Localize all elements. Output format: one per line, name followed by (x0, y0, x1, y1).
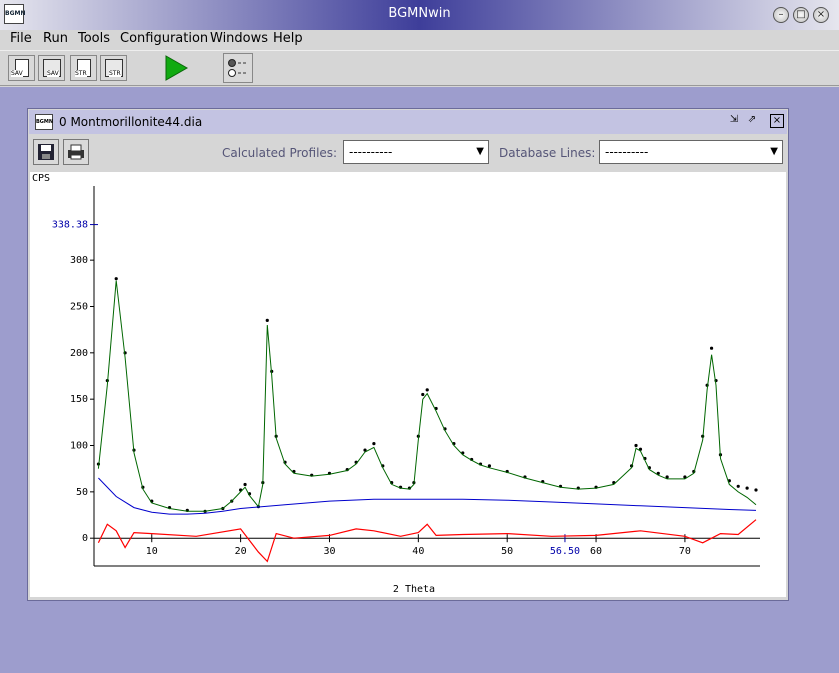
calculated-profiles-value: ---------- (349, 145, 393, 159)
radio-options-icon (228, 59, 248, 77)
menu-tools[interactable]: Tools (78, 31, 111, 46)
menu-windows[interactable]: Windows (210, 31, 269, 46)
title-bar: BGMN BGMNwin – □ × (0, 0, 839, 30)
run-button[interactable] (160, 53, 190, 83)
y-tick-label: 150 (70, 394, 88, 405)
document-title-bar[interactable]: BGMN 0 Montmorillonite44.dia ⇲ ⇗ × (29, 110, 787, 134)
main-toolbar: SAV SAV STR STR (0, 50, 839, 86)
calculated-profiles-label: Calculated Profiles: (222, 146, 338, 160)
options-button[interactable] (223, 53, 253, 83)
document-toolbar: Calculated Profiles: ---------- ▼ Databa… (29, 135, 787, 173)
measured-point (634, 443, 638, 448)
print-button[interactable] (63, 139, 89, 165)
measured-point (243, 482, 247, 487)
save-str-label: STR (75, 70, 87, 77)
y-tick-label: 250 (70, 301, 88, 312)
save-str-button[interactable]: STR (70, 55, 97, 81)
axes: 0 50 100 150 200 250 300 10 20 30 40 50 60 70 338.38 56… (52, 186, 760, 567)
measured-point (745, 486, 749, 490)
maximize-icon[interactable]: ⇗ (747, 114, 757, 125)
close-button[interactable]: × (813, 7, 829, 23)
printer-icon (68, 144, 84, 160)
chevron-down-icon: ▼ (476, 146, 484, 157)
floppy-disk-icon (38, 144, 54, 160)
cursor-x-readout: 56.50 (550, 546, 580, 557)
x-tick-label: 10 (146, 546, 158, 557)
save-sav-button[interactable]: SAV (8, 55, 35, 81)
chevron-down-icon: ▼ (770, 146, 778, 157)
y-tick-label: 50 (76, 487, 88, 498)
menu-file[interactable]: File (10, 31, 32, 46)
measured-point (487, 464, 492, 468)
measured-point (363, 448, 367, 452)
measured-point (425, 388, 429, 392)
open-str-button[interactable]: STR (100, 55, 127, 81)
menu-bar: File Run Tools Configuration Windows Hel… (0, 30, 839, 50)
calculated-profiles-select[interactable]: ---------- ▼ (343, 140, 489, 164)
y-tick-label: 300 (70, 255, 88, 266)
diffraction-plot[interactable]: CPS 2 Theta 0 50 100 150 200 250 300 10 20 30 40 50… (30, 172, 786, 597)
x-tick-label: 60 (590, 546, 602, 557)
series-difference (97, 519, 757, 563)
x-tick-label: 20 (235, 546, 247, 557)
measured-point (665, 475, 669, 479)
open-str-label: STR (109, 70, 121, 77)
database-lines-select[interactable]: ---------- ▼ (599, 140, 783, 164)
measured-point (114, 277, 118, 281)
minimize-icon[interactable]: ⇲ (729, 114, 739, 125)
save-sav-label: SAV (11, 70, 23, 77)
database-lines-label: Database Lines: (499, 146, 596, 160)
measured-point (421, 392, 425, 397)
chart-svg[interactable]: CPS 2 Theta 0 50 100 150 200 250 300 10 20 30 40 50… (30, 172, 786, 597)
maximize-button[interactable]: □ (793, 7, 809, 23)
x-tick-label: 70 (679, 546, 691, 557)
menu-help[interactable]: Help (273, 31, 303, 46)
measured-point (372, 442, 376, 446)
open-sav-label: SAV (47, 70, 59, 77)
measured-point (736, 484, 740, 488)
x-tick-label: 50 (501, 546, 513, 557)
measured-point (265, 318, 269, 322)
play-icon (165, 55, 189, 81)
app-icon: BGMN (4, 4, 26, 24)
series-group (96, 277, 758, 563)
open-sav-button[interactable]: SAV (38, 55, 65, 81)
y-tick-label: 0 (82, 533, 88, 544)
y-tick-label: 100 (70, 441, 88, 452)
menu-run[interactable]: Run (43, 31, 68, 46)
save-button[interactable] (33, 139, 59, 165)
series-background (98, 477, 757, 515)
y-tick-label: 200 (70, 348, 88, 359)
close-icon[interactable]: × (770, 114, 784, 128)
x-axis-label: 2 Theta (393, 584, 435, 595)
database-lines-value: ---------- (605, 145, 649, 159)
measured-point (754, 488, 758, 492)
document-title: 0 Montmorillonite44.dia (59, 115, 203, 129)
series-calculated (97, 280, 757, 512)
measured-point (709, 346, 714, 350)
cursor-y-readout: 338.38 (52, 220, 88, 231)
window-title: BGMNwin (388, 6, 451, 21)
series-measured (96, 277, 758, 513)
x-tick-label: 30 (323, 546, 335, 557)
document-app-icon: BGMN (35, 114, 53, 130)
y-axis-label: CPS (32, 173, 50, 184)
x-tick-label: 40 (412, 546, 424, 557)
menu-configuration[interactable]: Configuration (120, 31, 209, 46)
minimize-button[interactable]: – (773, 7, 789, 23)
